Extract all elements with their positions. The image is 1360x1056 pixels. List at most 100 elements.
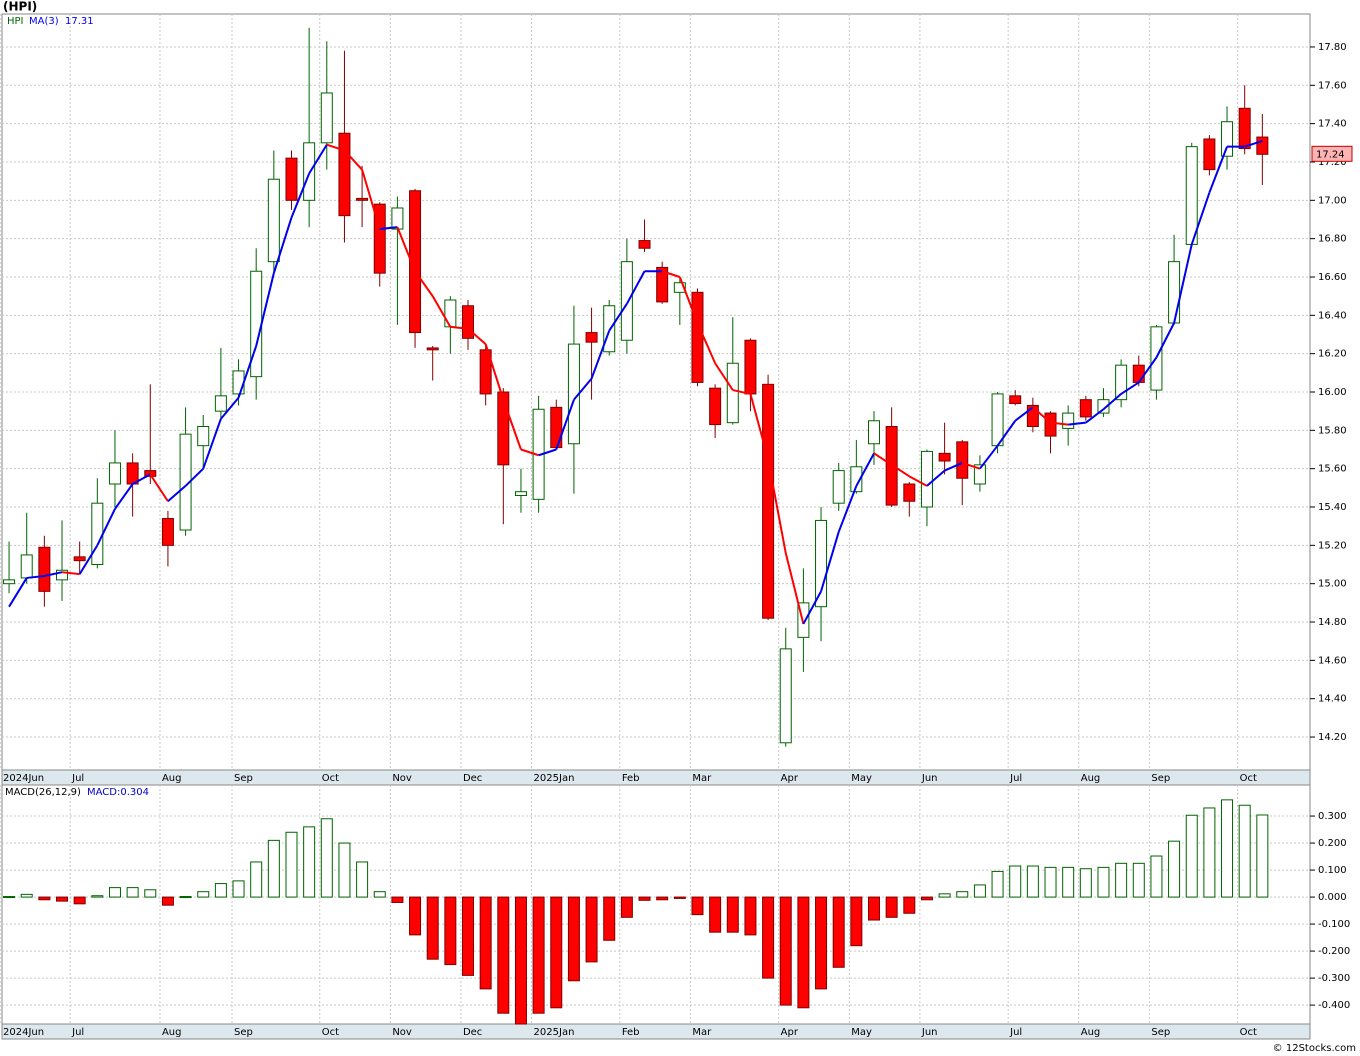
ma-segment [944, 462, 963, 472]
x-tick-label: May [851, 1027, 872, 1038]
ma-segment [678, 276, 699, 324]
candle-body [391, 207, 404, 230]
y-tick-label: 14.20 [1318, 732, 1347, 743]
ma-segment [96, 508, 116, 546]
y-tick-label: 14.40 [1318, 694, 1347, 705]
y-tick-label: 17.80 [1318, 42, 1347, 53]
candle-body [938, 452, 951, 462]
candle-body [1062, 412, 1075, 429]
price-tag [1311, 145, 1353, 162]
macd-bar [1132, 862, 1145, 898]
candle-body [197, 426, 210, 447]
ma-segment [1014, 406, 1034, 422]
y-tick-label: 15.00 [1318, 579, 1347, 590]
macd-bar [444, 896, 457, 966]
ma-segment [1173, 244, 1193, 324]
candle-body [1256, 136, 1269, 155]
y-tick-label: -0.200 [1318, 946, 1350, 957]
macd-bar [1115, 862, 1128, 898]
macd-bar [779, 896, 792, 1006]
x-tick-label: 2025Jan [534, 773, 575, 784]
candle-body [1132, 364, 1145, 383]
ma-segment [167, 485, 187, 503]
macd-bar [479, 896, 492, 990]
macd-bar [214, 883, 227, 898]
x-tick-label: Oct [322, 1027, 339, 1038]
x-tick-label: Jun [921, 1027, 938, 1038]
candle-body [673, 282, 686, 293]
ma-segment [555, 399, 575, 450]
ma-segment [855, 452, 875, 487]
macd-bar [320, 818, 333, 898]
candle-body [285, 157, 298, 201]
ma-segment [696, 322, 717, 364]
x-tick-label: Sep [234, 773, 253, 784]
x-tick-label: Aug [162, 1027, 182, 1038]
macd-bar [920, 896, 933, 901]
ma-segment [431, 295, 452, 328]
macd-bar [973, 884, 986, 898]
x-tick-label: Nov [392, 773, 412, 784]
x-tick-label: Apr [781, 773, 799, 784]
ma-segment [961, 461, 981, 470]
ma-segment [1032, 406, 1052, 424]
ma-segment [361, 169, 381, 230]
candle-body [832, 470, 845, 504]
y-tick-label: 15.80 [1318, 425, 1347, 436]
y-tick-label: 17.60 [1318, 80, 1347, 91]
ma-segment [979, 445, 999, 470]
macd-bar [744, 896, 757, 936]
macd-bar [656, 896, 669, 901]
candle-body [1026, 404, 1039, 428]
macd-bar [1238, 804, 1251, 898]
macd-bar [868, 896, 880, 921]
ma-segment [290, 173, 311, 218]
price-tag-label: 17.24 [1316, 149, 1345, 160]
macd-bar [56, 896, 69, 902]
date-strip [1, 769, 1311, 786]
candle-body [603, 305, 616, 353]
ma-segment [1137, 356, 1158, 383]
candle-body [726, 362, 739, 424]
candle-body [56, 569, 69, 581]
candle-body [462, 305, 475, 339]
candle-body [638, 240, 651, 249]
macd-bar [797, 896, 810, 1009]
candle-body [250, 270, 263, 378]
macd-bar [356, 861, 369, 898]
ma-segment [908, 475, 928, 487]
x-tick-label: Dec [463, 1027, 482, 1038]
macd-bar [1079, 868, 1092, 898]
y-tick-label: 16.20 [1318, 349, 1347, 360]
macd-bar [850, 896, 863, 947]
ma-segment [1155, 322, 1175, 358]
candle-body [1238, 107, 1251, 150]
legend-name: MACD(26,12,9) [5, 787, 81, 798]
x-tick-label: Mar [692, 1027, 712, 1038]
candle-body [850, 466, 863, 493]
x-tick-label: 2024Jun [3, 1027, 44, 1038]
footer: © 12Stocks.com [1273, 1043, 1356, 1054]
macd-bar [1044, 866, 1057, 898]
macd-bar [20, 893, 33, 898]
y-tick-label: 14.60 [1318, 655, 1347, 666]
ma-segment [1120, 381, 1140, 395]
ma-segment [802, 590, 822, 625]
macd-bar [762, 896, 775, 979]
macd-bar [373, 891, 386, 898]
ma-segment [78, 544, 99, 575]
candle-body [656, 266, 669, 303]
macd-bar [426, 896, 439, 960]
macd-bar [391, 896, 404, 903]
x-tick-label: Feb [622, 1027, 640, 1038]
x-tick-label: Sep [1151, 1027, 1170, 1038]
candle-body [585, 332, 598, 343]
ma-segment [820, 531, 840, 592]
candle-body [956, 441, 969, 479]
candle-body [991, 393, 1004, 447]
y-tick-label: 0.200 [1318, 838, 1347, 849]
candle-body [373, 203, 386, 274]
ma-segment [608, 303, 628, 332]
ma-segment [237, 345, 258, 399]
candle-body [409, 190, 422, 334]
